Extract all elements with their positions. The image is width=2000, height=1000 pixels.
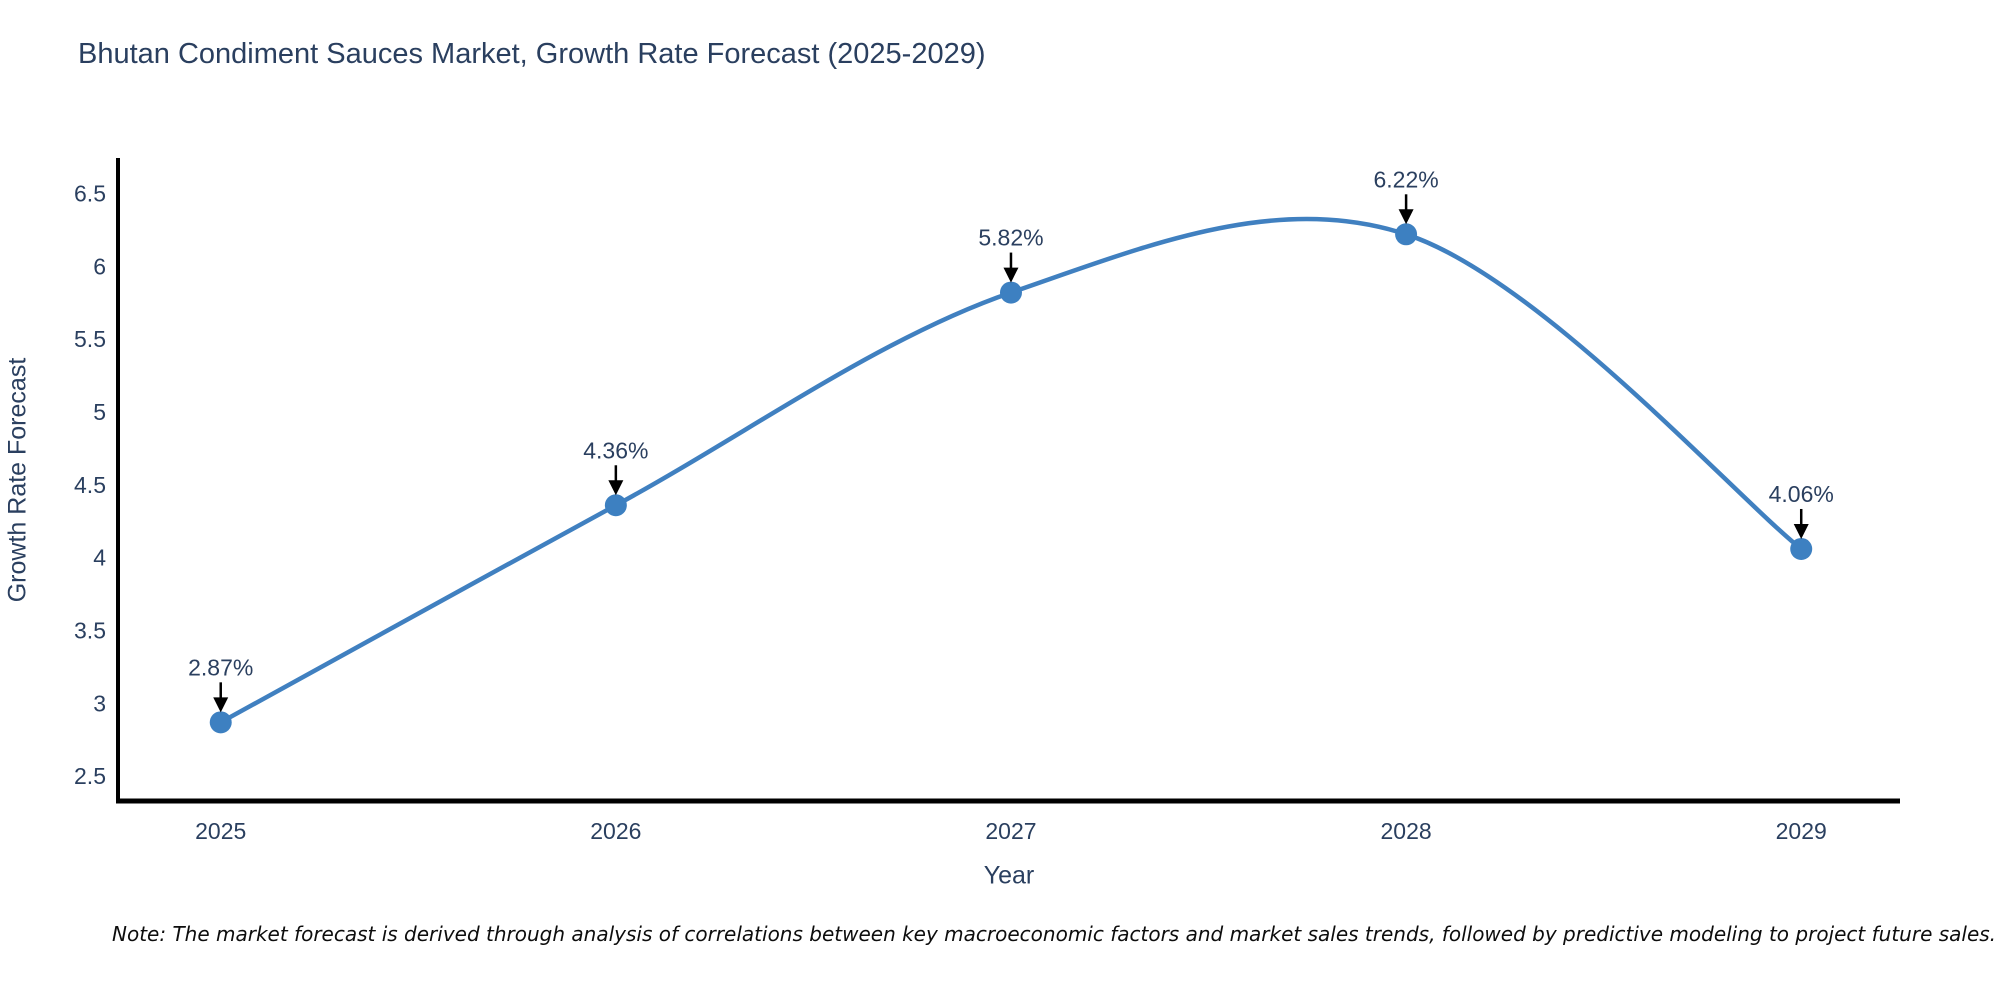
annotation-arrowhead <box>1398 209 1414 225</box>
x-tick-label: 2028 <box>1381 818 1432 844</box>
annotation-label: 2.87% <box>188 654 253 680</box>
y-tick-label: 4.5 <box>74 472 106 498</box>
y-tick-label: 5.5 <box>74 326 106 352</box>
annotation-arrowhead <box>1003 267 1019 283</box>
annotation-arrowhead <box>1793 523 1809 539</box>
annotation-arrowhead <box>608 480 624 496</box>
x-axis-title: Year <box>983 861 1035 890</box>
data-point-marker <box>604 494 627 517</box>
annotation-label: 4.36% <box>583 437 648 463</box>
x-tick-label: 2029 <box>1776 818 1827 844</box>
y-axis-title: Growth Rate Forecast <box>3 357 32 603</box>
data-point-marker <box>1790 537 1813 560</box>
footnote: Note: The market forecast is derived thr… <box>112 922 1997 946</box>
y-tick-label: 4 <box>93 545 106 571</box>
x-tick-label: 2027 <box>985 818 1036 844</box>
y-tick-label: 3 <box>93 690 106 716</box>
x-tick-label: 2025 <box>195 818 246 844</box>
y-tick-label: 2.5 <box>74 763 106 789</box>
y-tick-label: 3.5 <box>74 618 106 644</box>
chart-title: Bhutan Condiment Sauces Market, Growth R… <box>78 38 986 70</box>
annotation-label: 5.82% <box>978 225 1043 251</box>
x-tick-label: 2026 <box>590 818 641 844</box>
annotation-label: 4.06% <box>1769 481 1834 507</box>
annotation-label: 6.22% <box>1373 166 1438 192</box>
y-tick-label: 6 <box>93 253 106 279</box>
y-tick-label: 5 <box>93 399 106 425</box>
y-tick-label: 6.5 <box>74 181 106 207</box>
data-point-marker <box>209 711 232 734</box>
annotation-arrowhead <box>213 697 229 713</box>
data-point-marker <box>1395 223 1418 246</box>
data-point-marker <box>999 281 1022 304</box>
